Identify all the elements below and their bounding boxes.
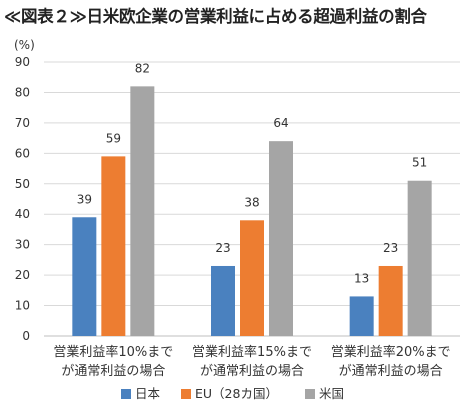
bar — [407, 180, 432, 336]
bar — [211, 265, 235, 336]
chart-title: ≪図表２≫日米欧企業の営業利益に占める超過利益の割合 — [4, 7, 427, 26]
data-label: 39 — [77, 192, 92, 206]
y-tick-label: 80 — [15, 85, 30, 99]
legend-label: EU（28カ国） — [195, 386, 278, 401]
y-tick-label: 50 — [15, 177, 30, 191]
bar — [378, 265, 403, 336]
category-label: が通常利益の場合 — [61, 364, 165, 379]
y-tick-label: 60 — [15, 146, 30, 160]
bar — [349, 296, 374, 336]
legend-label: 日本 — [135, 386, 161, 401]
bar — [72, 217, 97, 336]
y-axis-unit: (%) — [14, 38, 35, 52]
data-label: 23 — [383, 241, 398, 255]
category-label: 営業利益率10%まで — [53, 344, 173, 360]
y-tick-label: 10 — [15, 299, 30, 313]
legend-swatch — [121, 389, 131, 399]
y-tick-label: 70 — [15, 116, 30, 130]
legend-swatch — [181, 389, 191, 399]
data-label: 13 — [354, 271, 369, 285]
data-label: 82 — [135, 61, 150, 75]
data-label: 23 — [215, 241, 230, 255]
y-tick-label: 0 — [22, 329, 30, 343]
bar — [101, 156, 126, 336]
category-label: が通常利益の場合 — [200, 364, 304, 379]
data-label: 38 — [244, 195, 259, 209]
y-tick-label: 90 — [15, 55, 30, 69]
y-tick-label: 20 — [15, 268, 30, 282]
category-label: 営業利益率20%まで — [331, 344, 451, 360]
legend-swatch — [305, 389, 315, 399]
category-label: 営業利益率15%まで — [192, 344, 312, 360]
bar — [240, 220, 264, 336]
bar — [269, 141, 293, 336]
y-tick-label: 30 — [15, 238, 30, 252]
data-label: 51 — [412, 156, 427, 170]
y-tick-label: 40 — [15, 207, 30, 221]
data-label: 59 — [106, 131, 121, 145]
bar — [130, 86, 155, 336]
legend-label: 米国 — [319, 386, 344, 401]
data-label: 64 — [273, 116, 288, 130]
category-label: が通常利益の場合 — [339, 364, 443, 379]
